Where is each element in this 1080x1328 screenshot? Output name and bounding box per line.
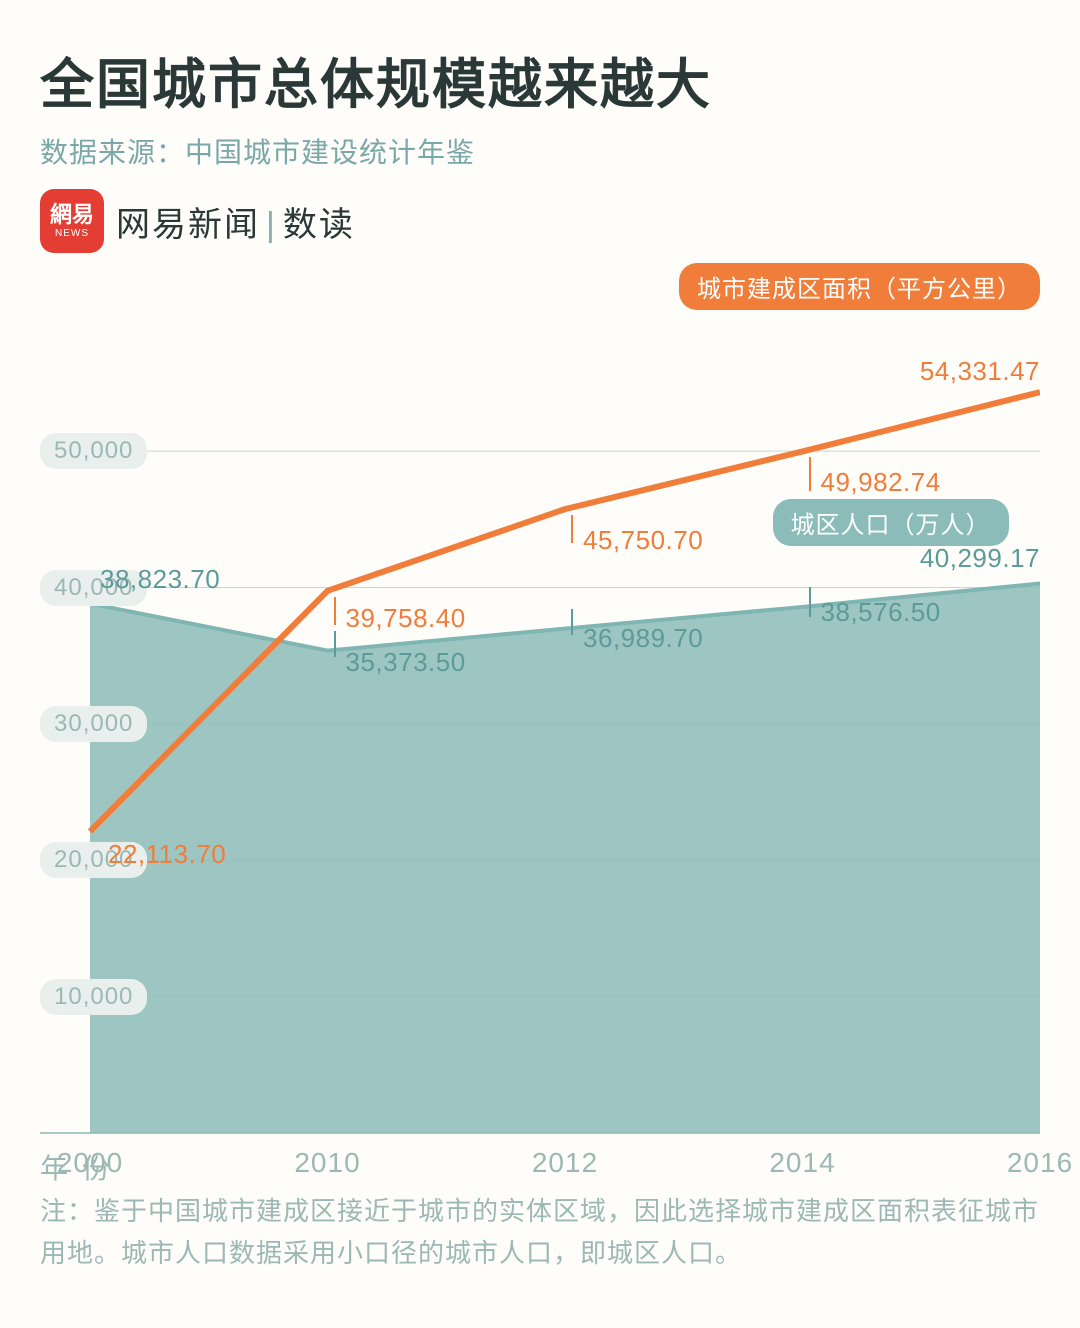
y-tick-label: 50,000: [40, 433, 147, 469]
area-series-population: [90, 583, 1040, 1133]
chart-subtitle: 数据来源：中国城市建设统计年鉴: [40, 131, 1040, 171]
data-label-built-area: 45,750.70: [583, 525, 703, 556]
chart-svg: [40, 263, 1040, 1163]
data-label-built-area: 22,113.70: [108, 839, 226, 870]
x-axis-title: 年份: [40, 1147, 124, 1187]
brand-text-2: 数读: [283, 206, 355, 244]
data-label-built-area: 54,331.47: [920, 356, 1040, 387]
x-tick-label: 2012: [532, 1147, 598, 1179]
brand-separator: |: [266, 206, 277, 244]
data-label-population: 35,373.50: [346, 647, 466, 678]
x-tick-label: 2010: [294, 1147, 360, 1179]
data-label-population: 36,989.70: [583, 623, 703, 654]
x-tick-label: 2016: [1007, 1147, 1073, 1179]
chart-area: 10,00020,00030,00040,00050,0002000201020…: [40, 263, 1040, 1163]
legend-built-area: 城市建成区面积（平方公里）: [679, 263, 1040, 310]
data-label-population: 38,823.70: [100, 564, 220, 595]
chart-footnote: 注：鉴于中国城市建成区接近于城市的实体区域，因此选择城市建成区面积表征城市用地。…: [40, 1191, 1040, 1274]
data-label-built-area: 39,758.40: [346, 603, 466, 634]
data-label-built-area: 49,982.74: [821, 467, 941, 498]
brand-row: 網易 NEWS 网易新闻|数读: [40, 189, 1040, 253]
data-label-population: 38,576.50: [821, 597, 941, 628]
brand-text-1: 网易新闻: [116, 206, 260, 244]
chart-title: 全国城市总体规模越来越大: [40, 40, 1040, 119]
legend-population: 城区人口（万人）: [773, 499, 1009, 546]
netease-logo-badge: 網易 NEWS: [40, 189, 104, 253]
y-tick-label: 30,000: [40, 706, 147, 742]
y-tick-label: 10,000: [40, 979, 147, 1015]
badge-cn: 網易: [50, 204, 94, 226]
x-tick-label: 2014: [769, 1147, 835, 1179]
badge-en: NEWS: [55, 228, 89, 239]
data-label-population: 40,299.17: [920, 543, 1040, 574]
brand-text: 网易新闻|数读: [116, 197, 355, 246]
